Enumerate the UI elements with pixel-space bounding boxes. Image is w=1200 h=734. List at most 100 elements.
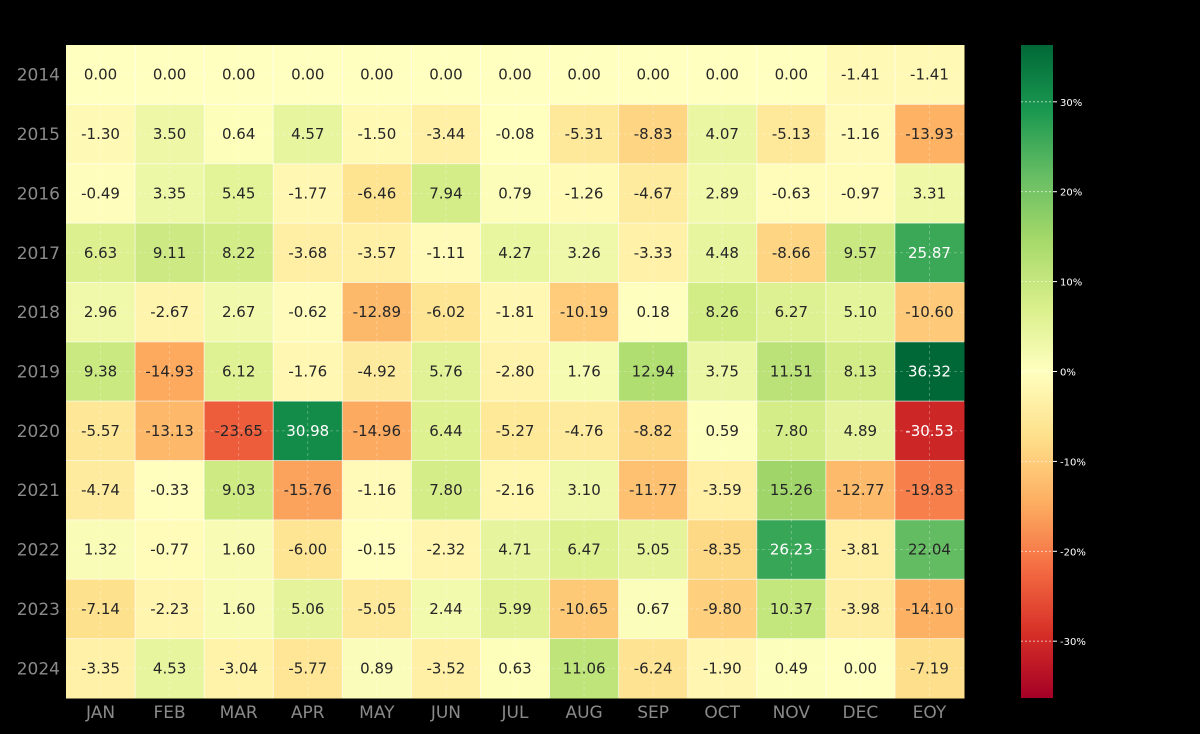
cell-value-label: 0.89: [360, 659, 393, 677]
cell-value-label: 6.44: [429, 422, 462, 440]
cell-value-label: 7.80: [429, 481, 462, 499]
x-tick-label: OCT: [704, 703, 740, 723]
heatmap-cell: [825, 45, 896, 105]
cell-value-label: 8.26: [706, 303, 739, 321]
heatmap-cell: [273, 282, 343, 343]
heatmap-cell: [618, 163, 689, 224]
heatmap-cell: [894, 519, 965, 580]
cell-value-label: -14.93: [145, 363, 193, 381]
cell-value-label: 6.12: [222, 363, 255, 381]
cell-value-label: 2.96: [84, 303, 117, 321]
cell-value-label: -1.11: [427, 244, 466, 262]
heatmap-cell: [756, 282, 827, 343]
heatmap-cell: [480, 163, 551, 224]
heatmap-cell: [825, 341, 896, 402]
heatmap-cell: [135, 45, 205, 105]
cell-value-label: -0.33: [150, 481, 189, 499]
heatmap-cell: [894, 341, 965, 402]
cell-value-label: 1.76: [567, 363, 600, 381]
cell-value-label: 4.57: [291, 125, 324, 143]
heatmap-cell: [273, 163, 343, 224]
cell-value-label: 5.76: [429, 363, 462, 381]
heatmap-cell: [549, 104, 620, 165]
heatmap-cell: [825, 163, 896, 224]
cell-value-label: -7.14: [81, 600, 120, 618]
cell-value-label: -1.30: [81, 125, 120, 143]
cell-value-label: -0.15: [357, 541, 396, 559]
heatmap-cell: [549, 282, 620, 343]
heatmap-cell: [342, 401, 412, 462]
cell-value-label: -14.96: [353, 422, 401, 440]
x-tick-label: NOV: [773, 703, 811, 723]
cell-value-label: 0.00: [360, 66, 393, 84]
heatmap-cell: [66, 341, 136, 402]
cell-value-label: -0.77: [150, 541, 189, 559]
heatmap-cell: [480, 460, 551, 521]
heatmap-cell: [342, 638, 412, 699]
heatmap-cell: [687, 223, 758, 283]
cell-value-label: 6.63: [84, 244, 117, 262]
cell-value-label: 0.64: [222, 125, 255, 143]
cell-value-label: 11.06: [563, 659, 606, 677]
cell-value-label: -2.23: [150, 600, 189, 618]
colorbar-tick-label: -10%: [1060, 457, 1086, 468]
heatmap-cell: [687, 579, 758, 640]
heatmap-cell: [135, 282, 205, 343]
heatmap-cell: [66, 282, 136, 343]
cell-value-label: 6.27: [775, 303, 808, 321]
cell-value-label: 25.87: [908, 244, 951, 262]
cell-value-label: -3.57: [357, 244, 396, 262]
heatmap-cell: [549, 579, 620, 640]
cell-value-label: 2.67: [222, 303, 255, 321]
cell-value-label: -2.80: [496, 363, 535, 381]
cell-value-label: -0.63: [772, 184, 811, 202]
x-tick-label: MAR: [220, 703, 258, 723]
cell-value-label: -5.57: [81, 422, 120, 440]
heatmap-cell: [549, 45, 620, 105]
cell-value-label: -19.83: [905, 481, 953, 499]
cell-value-label: -3.33: [634, 244, 673, 262]
cell-value-label: -3.52: [427, 659, 466, 677]
heatmap-cell: [66, 223, 136, 283]
cell-value-label: -3.44: [427, 125, 466, 143]
cell-value-label: -6.00: [288, 541, 327, 559]
cell-value-label: 3.50: [153, 125, 186, 143]
heatmap-cell: [204, 223, 274, 283]
cell-value-label: 4.53: [153, 659, 186, 677]
y-tick-label: 2019: [17, 363, 60, 383]
cell-value-label: 0.00: [153, 66, 186, 84]
heatmap-cell: [204, 163, 274, 224]
cell-value-label: -5.05: [357, 600, 396, 618]
heatmap-cell: [342, 163, 412, 224]
heatmap-cell: [411, 460, 481, 521]
heatmap-cell: [480, 104, 551, 165]
cell-value-label: 6.47: [567, 541, 600, 559]
cell-value-label: 26.23: [770, 541, 813, 559]
heatmap-cell: [204, 519, 274, 580]
heatmap-cell: [687, 519, 758, 580]
cell-value-label: 5.99: [498, 600, 531, 618]
cell-value-label: 1.32: [84, 541, 117, 559]
heatmap-cell: [480, 579, 551, 640]
heatmap-cell: [618, 401, 689, 462]
cell-value-label: -2.67: [150, 303, 189, 321]
cell-value-label: 0.00: [775, 66, 808, 84]
colorbar-tick-label: 0%: [1060, 368, 1076, 379]
x-tick-label: AUG: [565, 703, 602, 723]
heatmap-cell: [66, 460, 136, 521]
cell-value-label: -5.77: [288, 659, 327, 677]
heatmap-cell: [273, 460, 343, 521]
heatmap-cell: [687, 401, 758, 462]
cell-value-label: -1.90: [703, 659, 742, 677]
cell-value-label: 0.63: [498, 659, 531, 677]
heatmap-cell: [894, 104, 965, 165]
heatmap-cell: [549, 460, 620, 521]
heatmap-cell: [273, 638, 343, 699]
colorbar-tick-label: -20%: [1060, 547, 1086, 558]
cell-value-label: -7.19: [910, 659, 949, 677]
cell-value-label: 3.31: [913, 184, 946, 202]
heatmap-cell: [549, 401, 620, 462]
heatmap-cell: [687, 341, 758, 402]
y-tick-label: 2023: [17, 600, 60, 620]
heatmap-cell: [618, 519, 689, 580]
